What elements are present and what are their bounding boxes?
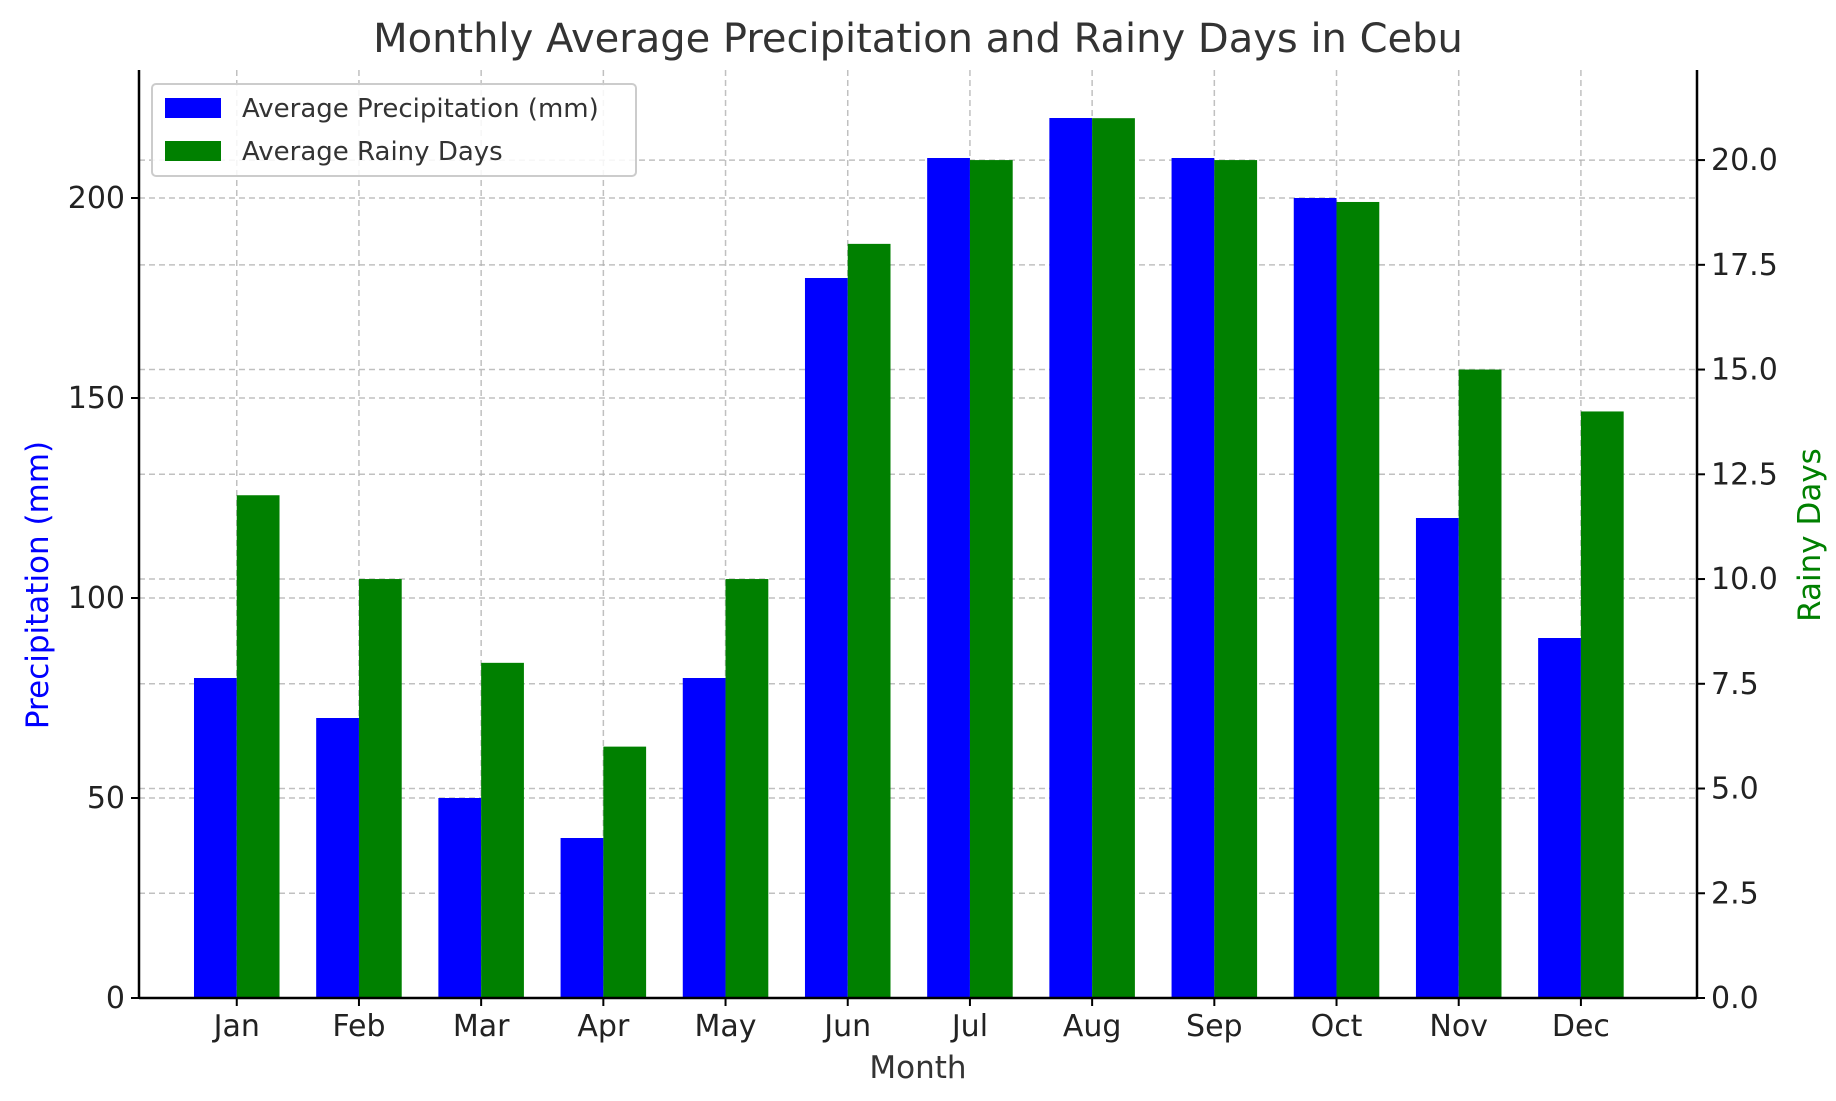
bar-precipitation-jan xyxy=(193,678,237,998)
legend: Average Precipitation (mm) Average Rainy… xyxy=(151,83,637,177)
y-axis-label-right: Rainy Days xyxy=(1792,448,1828,622)
bar-precipitation-jul xyxy=(927,158,970,998)
y-tick-label-right: 12.5 xyxy=(1711,457,1778,492)
bar-rainy-days-mar xyxy=(481,662,524,998)
x-tick-label: Mar xyxy=(453,1009,510,1044)
y-tick-label-left: 150 xyxy=(68,381,125,416)
bar-precipitation-aug xyxy=(1049,118,1093,998)
bar-rainy-days-apr xyxy=(603,746,647,998)
y-tick-label-right: 0.0 xyxy=(1711,981,1759,1016)
y-tick-label-right: 7.5 xyxy=(1711,667,1759,702)
y-tick-label-right: 2.5 xyxy=(1711,876,1759,911)
chart-title: Monthly Average Precipitation and Rainy … xyxy=(373,16,1463,62)
bar-precipitation-jun xyxy=(804,278,848,998)
x-tick-label: Nov xyxy=(1429,1009,1488,1044)
y-tick-label-right: 20.0 xyxy=(1711,143,1778,178)
y-tick-label-right: 10.0 xyxy=(1711,562,1778,597)
y-tick-label-right: 5.0 xyxy=(1711,772,1759,807)
x-axis-label: Month xyxy=(869,1050,966,1086)
y-tick-label-right: 15.0 xyxy=(1711,353,1778,388)
bar-rainy-days-jan xyxy=(236,495,280,998)
bar-rainy-days-may xyxy=(725,579,769,998)
legend-swatch-precipitation xyxy=(165,98,221,118)
legend-label-rainy-days: Average Rainy Days xyxy=(242,137,503,167)
y-tick-label-left: 100 xyxy=(68,581,125,616)
bar-precipitation-sep xyxy=(1171,158,1215,998)
bar-rainy-days-dec xyxy=(1580,411,1624,998)
bar-rainy-days-feb xyxy=(358,579,402,998)
x-tick-label: Oct xyxy=(1311,1009,1363,1044)
bar-precipitation-apr xyxy=(560,838,604,998)
bar-precipitation-nov xyxy=(1415,518,1459,998)
bar-precipitation-feb xyxy=(316,718,359,998)
y-axis-label-left: Precipitation (mm) xyxy=(20,441,56,729)
x-tick-label: Jan xyxy=(212,1009,260,1044)
x-tick-label: May xyxy=(695,1009,757,1044)
bar-precipitation-may xyxy=(682,678,726,998)
y-tick-label-left: 50 xyxy=(87,781,125,816)
x-tick-label: Dec xyxy=(1552,1009,1610,1044)
x-tick-label: Jun xyxy=(822,1009,871,1044)
legend-label-precipitation: Average Precipitation (mm) xyxy=(242,94,599,124)
x-tick-label: Aug xyxy=(1063,1009,1122,1044)
bar-precipitation-mar xyxy=(438,798,482,998)
bar-rainy-days-nov xyxy=(1458,369,1502,998)
x-tick-label: Jul xyxy=(950,1009,988,1044)
x-tick-label: Apr xyxy=(577,1009,630,1044)
axes xyxy=(137,70,1699,1000)
y-tick-label-left: 200 xyxy=(68,181,125,216)
bar-precipitation-dec xyxy=(1538,638,1581,998)
bar-rainy-days-sep xyxy=(1214,160,1258,998)
y-ticks-right: 0.0 2.5 5.0 7.5 10.0 12.5 15.0 17.5 20.0 xyxy=(1697,143,1778,1016)
bar-rainy-days-aug xyxy=(1092,118,1135,998)
legend-frame xyxy=(151,83,637,177)
x-tick-label: Feb xyxy=(332,1009,385,1044)
bar-rainy-days-jul xyxy=(969,160,1013,998)
y-tick-label-right: 17.5 xyxy=(1711,248,1778,283)
y-ticks-left: 0 50 100 150 200 xyxy=(68,181,139,1016)
y-tick-label-left: 0 xyxy=(106,981,125,1016)
x-ticks: Jan Feb Mar Apr May Jun Jul Aug Sep Oct Nov Dec xyxy=(212,998,1610,1044)
bar-precipitation-oct xyxy=(1293,198,1337,998)
legend-swatch-rainy-days xyxy=(165,141,221,161)
x-tick-label: Sep xyxy=(1186,1009,1243,1044)
bar-rainy-days-jun xyxy=(847,243,891,998)
bar-rainy-days-oct xyxy=(1336,201,1380,999)
bars xyxy=(193,118,1624,999)
